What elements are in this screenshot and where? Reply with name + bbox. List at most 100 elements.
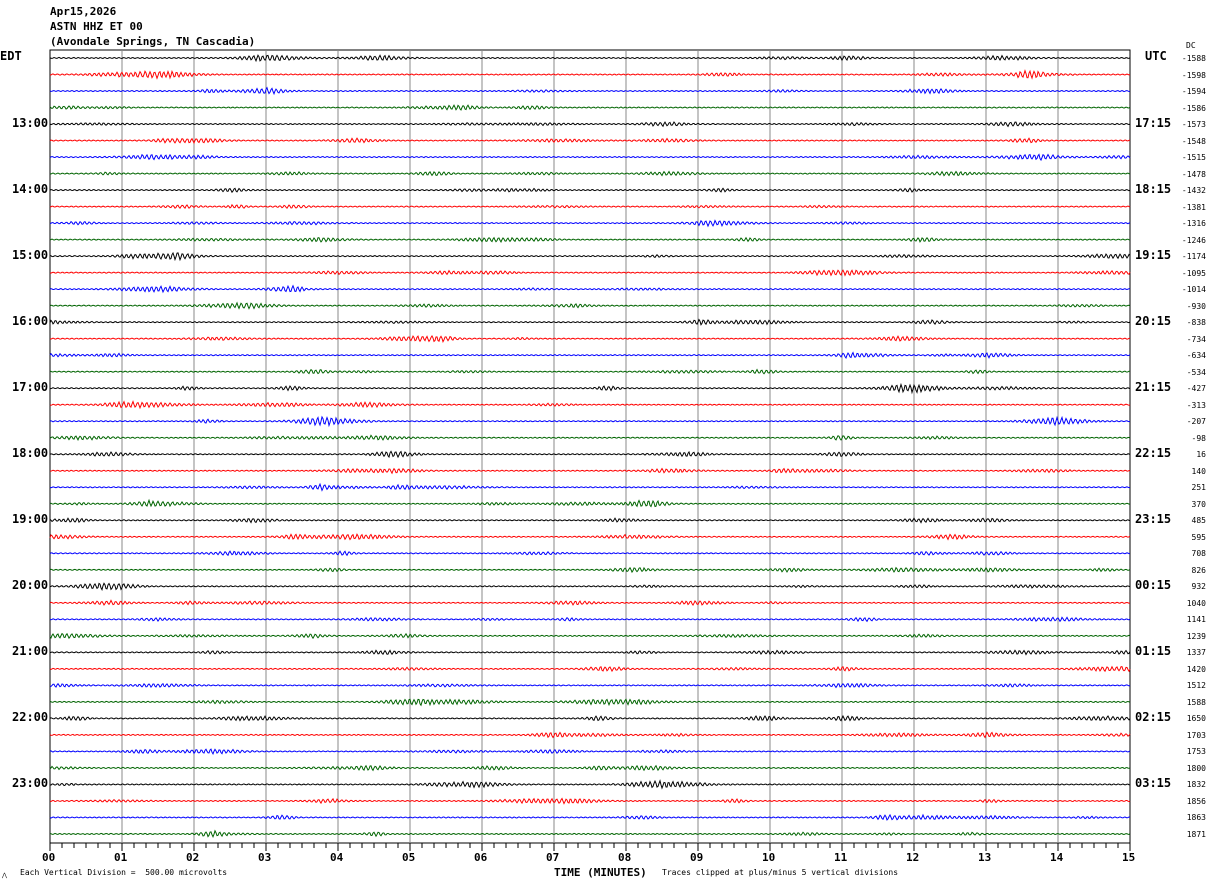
dc-offset-label: 708 — [1191, 549, 1206, 559]
x-tick-label: 01 — [114, 851, 128, 864]
seismic-trace-0 — [49, 54, 1131, 63]
x-tick-label: 15 — [1122, 851, 1136, 864]
dc-offset-label: 1703 — [1186, 730, 1206, 740]
right-hour-label: 01:15 — [1135, 644, 1172, 659]
seismic-trace-32 — [49, 582, 1131, 591]
seismic-trace-36 — [49, 649, 1131, 656]
seismic-trace-1 — [49, 69, 1131, 80]
dc-offset-label: 1871 — [1186, 829, 1206, 839]
seismic-trace-23 — [49, 434, 1131, 441]
dc-offset-label: -1381 — [1181, 202, 1206, 212]
left-hour-label: 18:00 — [12, 446, 49, 461]
seismic-trace-41 — [49, 731, 1131, 739]
seismic-trace-42 — [49, 748, 1131, 756]
dc-offset-label: -1246 — [1181, 235, 1206, 245]
right-timezone: UTC — [1145, 49, 1167, 63]
dc-offset-label: -1588 — [1181, 54, 1206, 63]
right-hour-label: 22:15 — [1135, 446, 1172, 461]
date-label: Apr15,2026 — [50, 5, 117, 18]
seismic-trace-17 — [49, 334, 1131, 343]
dc-offset-label: -1095 — [1181, 268, 1206, 278]
x-tick-label: 09 — [690, 851, 704, 864]
left-hour-label: 14:00 — [12, 182, 49, 197]
station-label: ASTN HHZ ET 00 — [50, 20, 143, 33]
right-hour-label: 00:15 — [1135, 578, 1172, 593]
seismic-trace-14 — [49, 284, 1131, 294]
seismic-trace-5 — [49, 137, 1131, 145]
left-timezone: EDT — [0, 49, 22, 63]
seismic-trace-8 — [49, 187, 1131, 194]
seismic-trace-12 — [49, 251, 1131, 262]
left-hour-label: 20:00 — [12, 578, 49, 593]
left-hour-label: 13:00 — [12, 116, 49, 131]
dc-offset-label: 826 — [1191, 565, 1206, 575]
seismic-trace-18 — [49, 351, 1131, 360]
x-tick-label: 00 — [42, 851, 56, 864]
right-hour-label: 23:15 — [1135, 512, 1172, 527]
dc-offset-label: -1594 — [1181, 87, 1206, 97]
seismic-trace-45 — [49, 797, 1131, 805]
dc-offset-label: 1753 — [1186, 747, 1206, 757]
x-tick-label: 11 — [834, 851, 848, 864]
x-tick-label: 06 — [474, 851, 488, 864]
dc-offset-label: -1478 — [1181, 169, 1206, 179]
seismic-trace-20 — [49, 382, 1131, 395]
dc-offset-label: 1239 — [1186, 631, 1206, 641]
dc-offset-label: -1432 — [1181, 186, 1206, 196]
dc-offset-label: 251 — [1191, 483, 1206, 493]
dc-offset-label: -98 — [1191, 433, 1206, 443]
right-hour-label: 03:15 — [1135, 776, 1172, 791]
left-hour-label: 21:00 — [12, 644, 49, 659]
seismic-trace-26 — [49, 482, 1131, 492]
seismic-trace-6 — [49, 153, 1131, 162]
seismic-trace-35 — [49, 632, 1131, 640]
seismic-trace-31 — [49, 566, 1131, 574]
right-hour-label: 19:15 — [1135, 248, 1172, 263]
right-hour-label: 20:15 — [1135, 314, 1172, 329]
seismic-trace-15 — [49, 301, 1131, 310]
dc-offset-label: 16 — [1196, 450, 1206, 460]
seismic-trace-43 — [49, 764, 1131, 772]
dc-offset-label: -313 — [1186, 400, 1206, 410]
x-tick-label: 08 — [618, 851, 632, 864]
left-hour-label: 17:00 — [12, 380, 49, 395]
x-tick-label: 07 — [546, 851, 560, 864]
seismic-trace-27 — [49, 498, 1131, 508]
seismic-trace-21 — [49, 400, 1131, 410]
seismic-trace-13 — [49, 269, 1131, 277]
seismic-trace-9 — [49, 203, 1131, 210]
dc-offset-label: 1141 — [1186, 615, 1206, 625]
dc-offset-label: -427 — [1186, 384, 1206, 394]
left-hour-label: 23:00 — [12, 776, 49, 791]
dc-offset-label: -1586 — [1181, 103, 1206, 113]
dc-offset-label: 1832 — [1186, 780, 1206, 790]
seismic-trace-25 — [49, 467, 1131, 475]
dc-offset-label: -534 — [1186, 367, 1206, 377]
dc-offset-label: 140 — [1191, 466, 1206, 476]
x-tick-label: 03 — [258, 851, 272, 864]
dc-offset-label: -1548 — [1181, 136, 1206, 146]
seismic-trace-28 — [49, 517, 1131, 524]
dc-offset-label: -1316 — [1181, 219, 1206, 229]
right-hour-label: 17:15 — [1135, 116, 1172, 131]
dc-offset-label: -634 — [1186, 351, 1206, 361]
dc-offset-label: -1174 — [1181, 252, 1206, 262]
dc-offset-label: 932 — [1191, 582, 1206, 592]
right-hour-label: 18:15 — [1135, 182, 1172, 197]
dc-offset-label: -1573 — [1181, 120, 1206, 130]
seismic-trace-39 — [49, 698, 1131, 707]
seismic-trace-44 — [49, 779, 1131, 790]
seismic-trace-30 — [49, 550, 1131, 557]
seismic-trace-24 — [49, 450, 1131, 459]
dc-offset-label: 1512 — [1186, 681, 1206, 691]
seismic-trace-47 — [49, 829, 1131, 839]
dc-offset-label: -207 — [1186, 417, 1206, 427]
right-hour-label: 21:15 — [1135, 380, 1172, 395]
seismic-trace-7 — [49, 170, 1131, 177]
seismic-trace-46 — [49, 813, 1131, 821]
dc-offset-label: 1420 — [1186, 664, 1206, 674]
seismic-trace-10 — [49, 219, 1131, 228]
dc-offset-label: 595 — [1191, 532, 1206, 542]
seismic-trace-40 — [49, 715, 1131, 722]
